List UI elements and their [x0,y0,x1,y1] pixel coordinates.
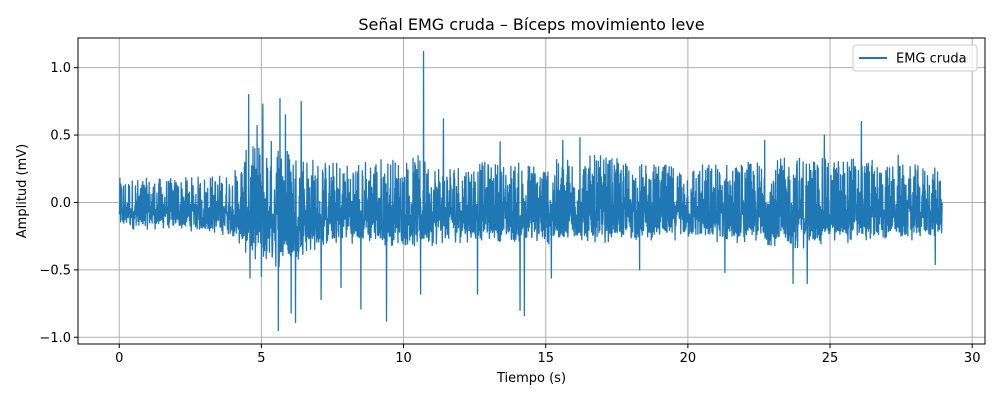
x-tick-label: 30 [964,351,981,366]
x-tick-label: 25 [822,351,839,366]
x-tick-label: 15 [537,351,554,366]
y-tick-label: 0.5 [50,129,71,144]
series-emg-line [118,50,943,332]
series-layer [118,50,943,332]
x-tick-label: 10 [395,351,412,366]
y-tick-label: −1.0 [39,331,71,346]
y-axis-ticks: −1.0 −0.5 0.0 0.5 1.0 [39,61,78,346]
x-tick-label: 0 [115,351,123,366]
x-axis-label: Tiempo (s) [496,371,566,386]
y-tick-label: 0.0 [50,196,71,211]
y-axis-label: Amplitud (mV) [15,144,30,238]
legend: EMG cruda [852,44,978,72]
legend-label-emg: EMG cruda [896,52,967,67]
x-axis-ticks: 0 5 10 15 20 25 30 [115,344,980,366]
plot-frame [77,37,986,345]
x-tick-label: 5 [257,351,265,366]
x-tick-label: 20 [680,351,697,366]
y-tick-label: 1.0 [50,61,71,76]
chart-title: Señal EMG cruda – Bíceps movimiento leve [358,15,704,34]
legend-box [852,44,978,72]
y-tick-label: −0.5 [39,263,71,278]
